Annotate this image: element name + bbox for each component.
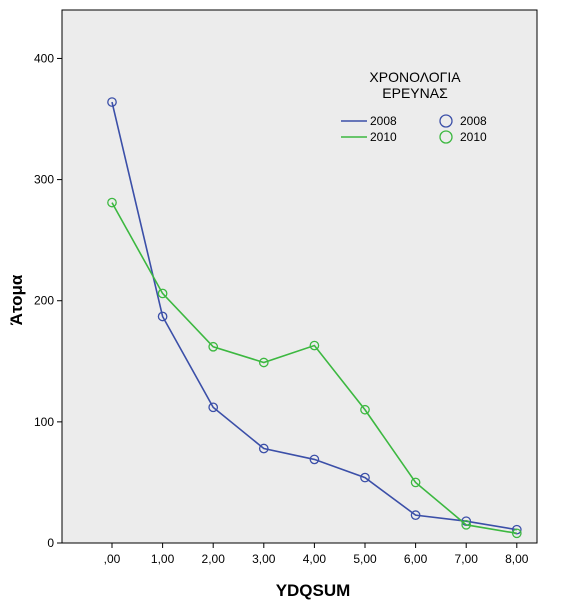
data-point-2008 xyxy=(410,510,421,520)
x-tick-label: 2,00 xyxy=(202,552,226,566)
data-point-2008 xyxy=(157,311,168,322)
legend-marker-label: 2010 xyxy=(460,130,487,144)
legend-marker-2008 xyxy=(439,114,453,128)
plot-area xyxy=(61,9,538,544)
series-layer xyxy=(107,97,522,539)
y-tick-label: 300 xyxy=(34,173,54,187)
x-tick-label: ,00 xyxy=(104,552,121,566)
data-point-2008 xyxy=(511,524,522,535)
legend-line-label: 2008 xyxy=(370,114,397,128)
x-tick-label: 1,00 xyxy=(151,552,175,566)
data-point-2008 xyxy=(360,472,370,483)
data-point-2010 xyxy=(410,477,421,488)
data-point-2010 xyxy=(360,404,370,415)
legend-marker-label: 2008 xyxy=(460,114,487,128)
legend-line-label: 2010 xyxy=(370,130,397,144)
x-tick-label: 6,00 xyxy=(404,552,428,566)
x-axis-title: YDQSUM xyxy=(276,581,351,600)
legend-title: ΧΡΟΝΟΛΟΓΙΑ ΕΡΕΥΝΑΣ xyxy=(369,69,461,101)
data-point-2010 xyxy=(309,340,320,351)
data-point-2008 xyxy=(208,402,219,413)
x-tick-label: 5,00 xyxy=(353,552,377,566)
series-line-2010 xyxy=(111,202,517,535)
x-tick-label: 4,00 xyxy=(303,552,327,566)
y-tick-label: 0 xyxy=(47,536,54,550)
x-tick-label: 7,00 xyxy=(455,552,479,566)
data-point-2010 xyxy=(107,197,117,208)
data-point-2008 xyxy=(107,97,117,107)
data-point-2010 xyxy=(208,341,219,352)
data-point-2010 xyxy=(157,288,168,299)
y-axis-title: Άτομα xyxy=(7,274,26,325)
x-tick-label: 3,00 xyxy=(252,552,276,566)
data-point-2008 xyxy=(309,454,320,465)
data-point-2010 xyxy=(461,519,472,530)
legend: ΧΡΟΝΟΛΟΓΙΑ ΕΡΕΥΝΑΣ 2008 2008 2010 2010 xyxy=(341,69,487,144)
x-axis: ,00 1,00 2,00 3,00 4,00 5,00 6,00 7,00 8,00 xyxy=(104,543,529,566)
y-tick-label: 100 xyxy=(34,415,54,429)
y-axis: 0 100 200 300 400 xyxy=(34,51,62,550)
x-tick-label: 8,00 xyxy=(505,552,529,566)
data-point-2010 xyxy=(258,357,269,368)
legend-marker-2010 xyxy=(439,130,453,144)
data-point-2008 xyxy=(258,443,269,454)
data-point-2010 xyxy=(511,528,522,539)
series-line-2008 xyxy=(111,101,517,531)
y-tick-label: 200 xyxy=(34,294,54,308)
y-tick-label: 400 xyxy=(34,51,54,65)
